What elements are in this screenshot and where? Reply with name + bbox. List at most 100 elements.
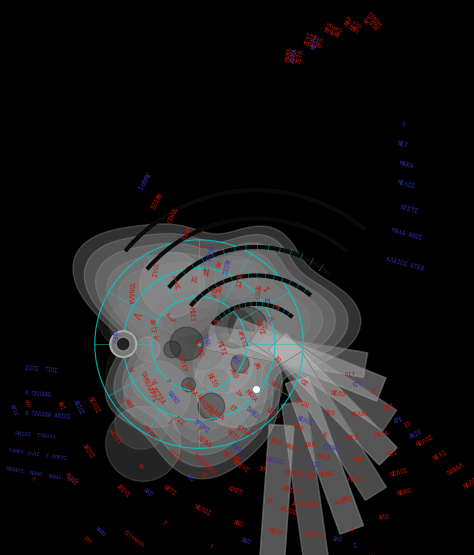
Circle shape: [203, 370, 229, 396]
Circle shape: [115, 396, 168, 449]
Text: ΝΕΛΟ: ΝΕΛΟ: [265, 408, 280, 421]
Text: ΟΖ: ΟΖ: [300, 379, 309, 387]
Text: ΙΟ: ΙΟ: [263, 297, 267, 303]
Circle shape: [201, 329, 281, 409]
Text: 30: 30: [257, 465, 267, 473]
Text: ΑΡΤΕ: ΑΡΤΕ: [178, 225, 188, 240]
Polygon shape: [107, 251, 323, 443]
Text: ΑΛΟ: ΑΛΟ: [82, 535, 92, 545]
Circle shape: [215, 256, 257, 299]
Text: ΑΝΟ: ΑΝΟ: [228, 367, 238, 380]
Text: ΑΝΙΟΣ: ΑΝΙΟΣ: [202, 245, 212, 262]
Text: ΤΑΝΑΛ: ΤΑΝΑΛ: [447, 462, 465, 477]
Text: ΚΛΕΙΟΣ ΑΤΕΑ: ΚΛΕΙΟΣ ΑΤΕΑ: [385, 258, 424, 273]
Polygon shape: [282, 401, 328, 555]
Text: ΕΤ: ΕΤ: [228, 404, 237, 413]
Text: ΝΕΛΟΣ: ΝΕΛΟΣ: [397, 180, 416, 190]
Text: ΝΑΝΟ: ΝΑΝΟ: [165, 390, 179, 405]
Text: ΑΝΟ: ΑΝΟ: [352, 457, 364, 462]
Text: 30: 30: [136, 462, 144, 471]
Polygon shape: [152, 285, 272, 395]
Text: ΑΛΟ: ΑΛΟ: [332, 537, 342, 542]
Text: ΜΙΕΙ: ΜΙΕΙ: [188, 306, 194, 322]
Text: ΝΕΛΟ: ΝΕΛΟ: [396, 488, 412, 497]
Text: ΑΡΕΥΣ: ΑΡΕΥΣ: [237, 330, 247, 349]
Text: Κ: Κ: [323, 433, 327, 438]
Text: 30: 30: [265, 498, 273, 504]
Text: ΙΛΛΙ: ΙΛΛΙ: [149, 262, 156, 278]
Text: ΑΛΟ: ΑΛΟ: [304, 442, 316, 448]
Text: ΑΝΟΜΑΧΑ: ΑΝΟΜΑΧΑ: [292, 502, 318, 508]
Text: ΤΛΝΑ: ΤΛΝΑ: [201, 333, 210, 347]
Text: 30: 30: [264, 457, 273, 465]
Text: ΑΝΟ: ΑΝΟ: [184, 473, 195, 483]
Text: ΚΛΕΙ: ΚΛΕΙ: [228, 487, 243, 497]
Circle shape: [228, 307, 267, 346]
Text: Υ: Υ: [169, 274, 174, 278]
Text: ΚΦΑ: ΚΦΑ: [230, 444, 242, 453]
Circle shape: [212, 336, 272, 396]
Text: ΜΑΧΑ: ΜΑΧΑ: [142, 425, 155, 440]
Text: ΝΑΝΟ: ΝΑΝΟ: [94, 526, 107, 537]
Text: Υ: Υ: [194, 426, 201, 432]
Polygon shape: [250, 321, 397, 431]
Text: Α: Α: [173, 280, 182, 292]
Text: ΑΛΟ: ΑΛΟ: [230, 354, 239, 365]
Text: ΑΦΡ
ΝΕΛ
ΤΡΟ: ΑΦΡ ΝΕΛ ΤΡΟ: [345, 16, 365, 34]
Circle shape: [98, 294, 151, 346]
Circle shape: [140, 252, 205, 317]
Text: ΝΑΝΟ: ΝΑΝΟ: [318, 471, 334, 478]
Text: ΑΝΙΟ: ΑΝΙΟ: [409, 430, 423, 440]
Text: ΝΕΛΟΣ: ΝΕΛΟΣ: [87, 396, 100, 414]
Text: ΑΤΤΕΑ: ΑΤΤΕΑ: [150, 386, 167, 406]
Circle shape: [193, 334, 253, 393]
Circle shape: [184, 336, 261, 413]
Text: Υ: Υ: [209, 544, 214, 549]
Text: ΑΝΟ: ΑΝΟ: [270, 437, 283, 446]
Circle shape: [231, 355, 249, 372]
Text: ΑΡΕΣ
ΡΑΜ
ΑΤΕ: ΑΡΕΣ ΡΑΜ ΑΤΕ: [364, 11, 386, 33]
Polygon shape: [228, 318, 386, 401]
Circle shape: [110, 331, 136, 357]
Circle shape: [106, 406, 181, 481]
Text: ΑΛΟ: ΑΛΟ: [378, 514, 390, 521]
Text: ΖΕΥΣ
ΛΑΜΑ
ΕΡΩ: ΖΕΥΣ ΛΑΜΑ ΕΡΩ: [305, 31, 325, 49]
Text: ΑΝΟ: ΑΝΟ: [232, 521, 244, 528]
Text: ΛΝΑΝΥΣ: ΛΝΑΝΥΣ: [135, 170, 149, 190]
Text: Σ: Σ: [353, 543, 357, 549]
Text: ΝΕΛΟΣ: ΝΕΛΟΣ: [193, 504, 212, 516]
Text: ΑΝΟ: ΑΝΟ: [305, 472, 317, 480]
Text: ΜΑΧΑΙ: ΜΑΧΑΙ: [350, 411, 370, 418]
Circle shape: [164, 341, 181, 358]
Polygon shape: [281, 351, 386, 501]
Polygon shape: [268, 332, 397, 465]
Text: ΑΝΟ: ΑΝΟ: [240, 538, 251, 546]
Text: Λ: Λ: [401, 122, 406, 128]
Text: ΤΙΤΑΝΑΛΑ: ΤΙΤΑΝΑΛΑ: [123, 530, 146, 548]
Text: Κ: Κ: [197, 243, 203, 248]
Circle shape: [216, 309, 254, 348]
Text: ΝΕΛΟΣ: ΝΕΛΟΣ: [192, 339, 203, 358]
Text: ΝΕΙΟ: ΝΕΙΟ: [206, 373, 218, 388]
Text: ΑΝΟ: ΑΝΟ: [292, 423, 304, 432]
Text: ΜΑΧΑ ΑΝΟΣ: ΜΑΧΑ ΑΝΟΣ: [390, 229, 422, 241]
Text: ΝΕΛΟΣ: ΝΕΛΟΣ: [416, 435, 435, 448]
Polygon shape: [174, 302, 246, 371]
Text: ΝΕΙΟΣ: ΝΕΙΟΣ: [221, 451, 242, 465]
Text: ΟΖ: ΟΖ: [188, 275, 194, 283]
Text: Υ: Υ: [164, 379, 170, 384]
Text: ΝΥΣΤΣ: ΝΥΣΤΣ: [400, 205, 419, 215]
Text: ΑΠΕΥΣ: ΑΠΕΥΣ: [115, 484, 130, 498]
Text: Α: Α: [207, 405, 214, 415]
Text: ΝΥΣΣ: ΝΥΣΣ: [9, 403, 18, 417]
Text: ΚΕΦΑ: ΚΕΦΑ: [196, 435, 212, 448]
Polygon shape: [118, 260, 310, 431]
Text: ΝΕΛΟΣ: ΝΕΛΟΣ: [389, 468, 409, 478]
Text: ΝΕΤΙ: ΝΕΤΙ: [225, 429, 239, 443]
Text: ΤΡΟΝ: ΤΡΟΝ: [293, 399, 309, 410]
Text: ΤΡΟΜΙ: ΤΡΟΜΙ: [192, 419, 210, 435]
Text: ΑΡΤΕ: ΑΡΤΕ: [148, 319, 155, 335]
Text: ΑΝΙΟΣ: ΑΝΙΟΣ: [282, 486, 301, 496]
Text: ΝΕΛΟ: ΝΕΛΟ: [331, 391, 346, 398]
Text: Υ: Υ: [168, 415, 175, 425]
